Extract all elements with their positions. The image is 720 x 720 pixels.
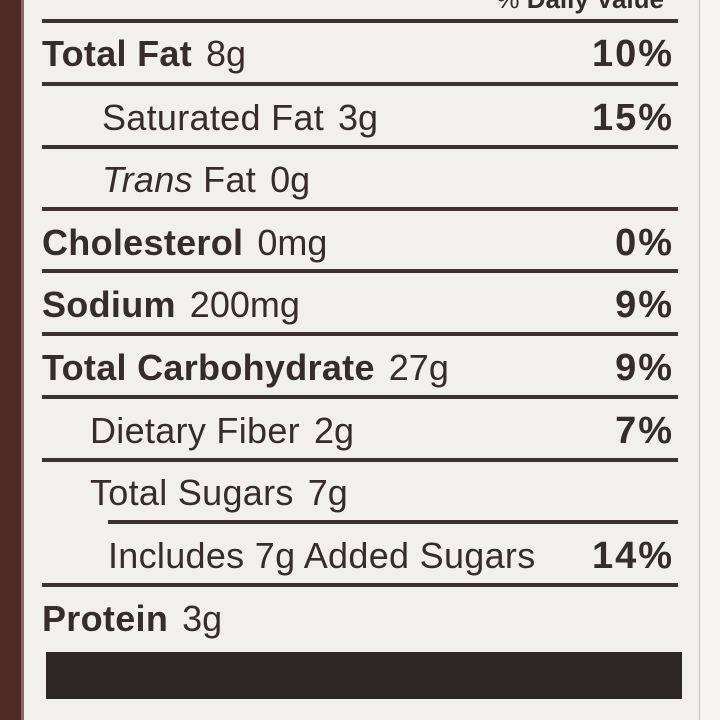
divider (42, 395, 678, 399)
trans-italic: Trans (102, 159, 193, 200)
divider (42, 583, 678, 587)
nutrient-amount: 8g (206, 33, 247, 74)
nutrient-name: Total Sugars (90, 472, 294, 513)
daily-value-percent: 9% (615, 346, 674, 389)
nutrient-name: Dietary Fiber (90, 410, 300, 451)
nutrient-amount: 7g (307, 472, 348, 513)
divider (42, 207, 678, 211)
nutrient-amount: 0mg (257, 222, 328, 263)
row-protein: Protein 3g (42, 589, 674, 649)
nutrient-name: Total Fat (42, 33, 193, 74)
divider (42, 458, 678, 462)
row-total-sugars: Total Sugars 7g (90, 463, 674, 523)
fat-label: Fat (203, 159, 257, 200)
nutrient-name: Saturated Fat (102, 97, 325, 138)
daily-value-percent: 14% (591, 534, 674, 577)
row-saturated-fat: Saturated Fat 3g 15% (102, 88, 674, 148)
nutrient-name: Protein (42, 598, 169, 639)
divider (42, 82, 678, 86)
label-border-left (21, 0, 24, 720)
nutrient-name: Trans Fat (102, 159, 256, 201)
nutrient-name: Sodium (42, 284, 176, 325)
nutrient-amount: 0g (270, 159, 311, 200)
divider (42, 269, 678, 273)
thick-separator-bar (46, 652, 682, 699)
row-added-sugars: Includes 7g Added Sugars 14% (108, 526, 674, 586)
daily-value-percent: 10% (591, 32, 674, 75)
daily-value-label: Daily Value (527, 0, 664, 14)
divider (42, 332, 678, 336)
row-trans-fat: Trans Fat 0g (102, 150, 674, 210)
row-total-carbohydrate: Total Carbohydrate 27g 9% (42, 338, 674, 398)
nutrient-amount: 2g (313, 410, 354, 451)
divider (42, 145, 678, 149)
row-total-fat: Total Fat 8g 10% (42, 24, 674, 84)
row-sodium: Sodium 200mg 9% (42, 275, 674, 335)
daily-value-percent: 9% (615, 283, 674, 326)
nutrient-name: Cholesterol (42, 222, 244, 263)
daily-value-percent: 7% (615, 409, 674, 452)
row-dietary-fiber: Dietary Fiber 2g 7% (90, 401, 674, 461)
nutrient-amount: 27g (388, 347, 449, 388)
package-edge-left (0, 0, 21, 720)
nutrient-name: Total Carbohydrate (42, 347, 375, 388)
nutrient-amount: 3g (338, 97, 379, 138)
nutrient-name: Includes 7g Added Sugars (108, 535, 536, 576)
percent-sign: % (496, 0, 519, 14)
nutrient-amount: 3g (182, 598, 223, 639)
package-edge-right (699, 0, 720, 720)
divider (108, 520, 678, 524)
divider (42, 19, 678, 23)
nutrient-amount: 200mg (189, 284, 300, 325)
daily-value-percent: 15% (591, 96, 674, 139)
row-cholesterol: Cholesterol 0mg 0% (42, 213, 674, 273)
daily-value-header: % Daily Value (496, 0, 664, 15)
daily-value-percent: 0% (615, 221, 674, 264)
